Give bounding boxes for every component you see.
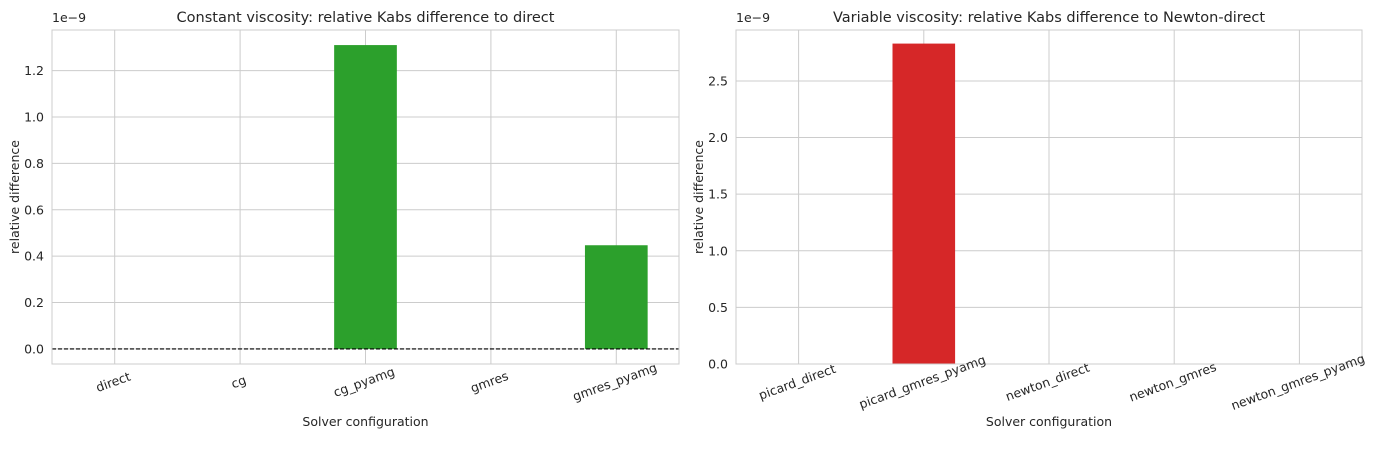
chart-title: Variable viscosity: relative Kabs differ…	[833, 10, 1265, 26]
y-tick-label: 1.0	[24, 109, 44, 124]
x-tick-label: direct	[94, 369, 133, 395]
x-tick-label: newton_gmres	[1127, 359, 1218, 404]
y-tick-label: 0.5	[708, 300, 728, 315]
x-tick-label: gmres_pyamg	[571, 360, 659, 404]
chart-constant-viscosity: 0.0 0.2 0.4 0.6 0.8 1.0 1.2 direct cg cg_pyamg gmr…	[7, 10, 680, 429]
bar-gmres_pyamg	[584, 245, 648, 349]
x-tick-label: cg_pyamg	[331, 364, 396, 400]
y-tick-label: 0.4	[24, 249, 44, 264]
y-tick-label: 1.2	[24, 63, 44, 78]
x-axis-label: Solver configuration	[986, 414, 1112, 429]
y-tick-label: 0.0	[24, 341, 44, 356]
x-tick-label: picard_direct	[757, 361, 838, 403]
x-tick-label: newton_gmres_pyamg	[1229, 351, 1367, 413]
y-offset-text: 1e−9	[736, 10, 770, 25]
x-axis-label: Solver configuration	[302, 414, 428, 429]
bar-cg_pyamg	[334, 45, 397, 349]
chart-title: Constant viscosity: relative Kabs differ…	[177, 10, 555, 26]
plot-frame	[51, 29, 680, 365]
y-tick-label: 1.5	[708, 187, 728, 202]
y-tick-label: 0.6	[24, 202, 44, 217]
y-tick-label: 0.2	[24, 295, 44, 310]
y-tick-label: 2.0	[708, 130, 728, 145]
y-tick-label: 0.0	[708, 357, 728, 372]
x-tick-label: gmres	[468, 368, 510, 395]
y-axis-label: relative difference	[7, 140, 22, 254]
plot-frame	[735, 29, 1363, 365]
bar-picard_gmres_pyamg	[892, 43, 956, 365]
y-tick-label: 1.0	[708, 243, 728, 258]
y-tick-label: 2.5	[708, 73, 728, 88]
y-axis-label: relative difference	[691, 140, 706, 254]
y-offset-text: 1e−9	[52, 10, 86, 25]
x-tick-label: cg	[229, 372, 248, 391]
x-tick-label: newton_direct	[1003, 360, 1091, 404]
y-tick-label: 0.8	[24, 156, 44, 171]
